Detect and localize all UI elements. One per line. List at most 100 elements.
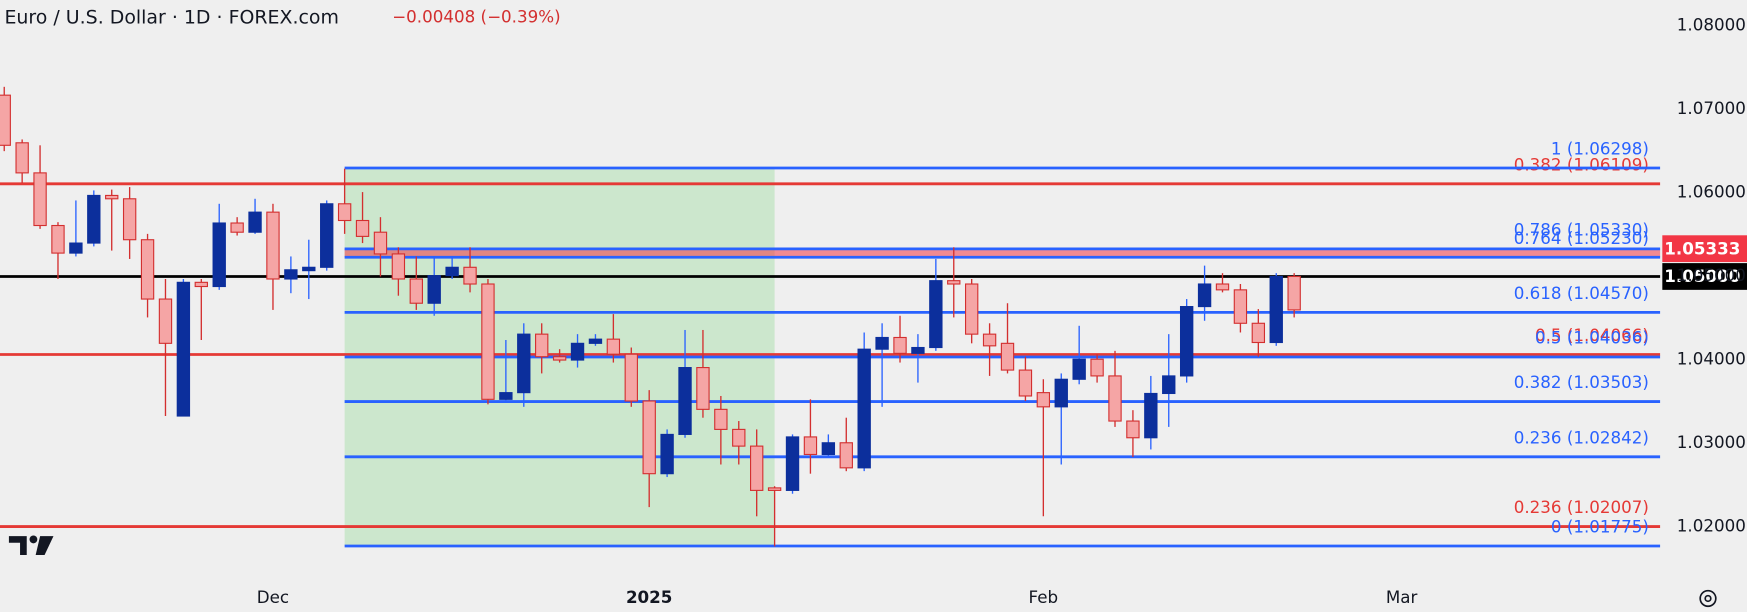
candle-body: [427, 275, 441, 304]
candle-body: [1233, 289, 1248, 324]
candle-body: [284, 269, 298, 280]
zone: [344, 248, 1661, 258]
candle-body: [1018, 369, 1033, 397]
x-tick-label: Feb: [1029, 587, 1059, 607]
candle-body: [391, 253, 406, 280]
candle-body: [642, 400, 656, 475]
candle-body: [140, 239, 155, 300]
price-label: 1.05000: [1664, 266, 1740, 286]
y-tick-label: 1.04000: [1677, 349, 1746, 369]
candle-body: [857, 348, 871, 469]
candle-body: [714, 408, 728, 430]
candle-body: [750, 445, 764, 491]
candle-body: [696, 367, 710, 410]
candle-body: [570, 342, 585, 361]
settings-icon[interactable]: [1699, 589, 1717, 608]
candle-body: [552, 356, 567, 361]
fib-level-label: 0.5 (1.04036): [1535, 328, 1649, 348]
y-tick-label: 1.06000: [1677, 181, 1746, 201]
price-label-box: [1662, 263, 1747, 290]
candle-body: [803, 436, 818, 456]
candle-body: [355, 219, 370, 237]
candle-body: [767, 487, 782, 491]
red-level-label: 0.236 (1.02007): [1514, 497, 1649, 517]
candle-body: [1269, 275, 1283, 344]
x-tick-label: 2025: [626, 587, 673, 607]
candle-body: [1179, 306, 1194, 377]
price-label-box: [1662, 235, 1747, 263]
candle-body: [821, 442, 836, 456]
candle-body: [87, 194, 101, 244]
fib-level-label: 0.236 (1.02842): [1514, 427, 1649, 447]
candle-body: [1144, 392, 1158, 439]
candle-body: [230, 222, 244, 233]
candle-body: [320, 203, 334, 268]
y-tick-label: 1.05000: [1677, 265, 1746, 285]
candle-body: [248, 211, 262, 233]
fib-level-label: 0.764 (1.05230): [1514, 228, 1649, 248]
candle-body: [266, 211, 280, 280]
candle-body: [947, 280, 961, 285]
candle-body: [893, 336, 907, 354]
fib-level-label: 1 (1.06298): [1551, 139, 1649, 159]
candle-body: [158, 298, 173, 344]
candle-body: [1215, 283, 1230, 291]
red-level-label: 0.382 (1.06109): [1514, 154, 1649, 174]
y-tick-label: 1.02000: [1677, 516, 1746, 536]
candle-body: [481, 283, 495, 400]
candle-body: [302, 266, 316, 272]
fib-level-label: 0.786 (1.05330): [1514, 220, 1649, 240]
candle-body: [212, 222, 226, 288]
candle-body: [1000, 342, 1015, 371]
candle-body: [678, 367, 692, 435]
candle-body: [929, 280, 943, 349]
candle-body: [463, 266, 477, 285]
x-tick-label: Mar: [1386, 587, 1418, 607]
candle-body: [194, 281, 208, 288]
candle-body: [588, 338, 603, 344]
change-text: −0.00408 (−0.39%): [392, 6, 560, 26]
y-tick-label: 1.07000: [1677, 98, 1746, 118]
fib-level-label: 0.618 (1.04570): [1514, 283, 1649, 303]
candle-body: [875, 336, 889, 350]
candle-body: [785, 436, 800, 491]
candle-body: [1251, 322, 1266, 344]
candle-body: [660, 433, 674, 475]
fib-level-label: 0.382 (1.03503): [1514, 372, 1649, 392]
candle-body: [1162, 375, 1176, 395]
tradingview-logo: [8, 535, 54, 556]
candle-body: [499, 392, 513, 400]
candle-body: [517, 333, 531, 394]
candle-body: [33, 172, 47, 227]
candle-body: [839, 442, 853, 469]
candle-body: [1108, 375, 1122, 422]
candle-body: [1072, 358, 1086, 380]
candle-body: [911, 346, 925, 354]
candle-body: [732, 428, 746, 447]
y-tick-label: 1.08000: [1677, 14, 1746, 34]
candle-body: [1090, 358, 1104, 377]
candle-body: [15, 142, 29, 174]
candle-body: [964, 283, 979, 335]
chart-title: Euro / U.S. Dollar · 1D · FOREX.com: [4, 6, 338, 28]
candle-body: [1197, 283, 1212, 308]
candle-body: [409, 278, 423, 304]
candle-body: [535, 333, 549, 358]
candle-body: [373, 231, 388, 255]
candle-body: [1126, 420, 1140, 439]
candle-body: [445, 266, 459, 277]
candle-body: [122, 198, 137, 241]
candle-body: [982, 333, 997, 347]
candle-body: [105, 194, 119, 200]
candle-body: [51, 224, 65, 254]
candle-body: [69, 242, 83, 254]
candle-body: [0, 94, 11, 146]
red-level-label: 0.5 (1.04066): [1535, 325, 1649, 345]
plot-layer: 0.382 (1.06109) 0.5 (1.04066) 0.236 (1.020…: [0, 86, 1747, 548]
x-tick-label: Dec: [257, 587, 289, 607]
fib-level-label: 0 (1.01775): [1551, 517, 1649, 537]
candle-body: [1054, 378, 1068, 408]
